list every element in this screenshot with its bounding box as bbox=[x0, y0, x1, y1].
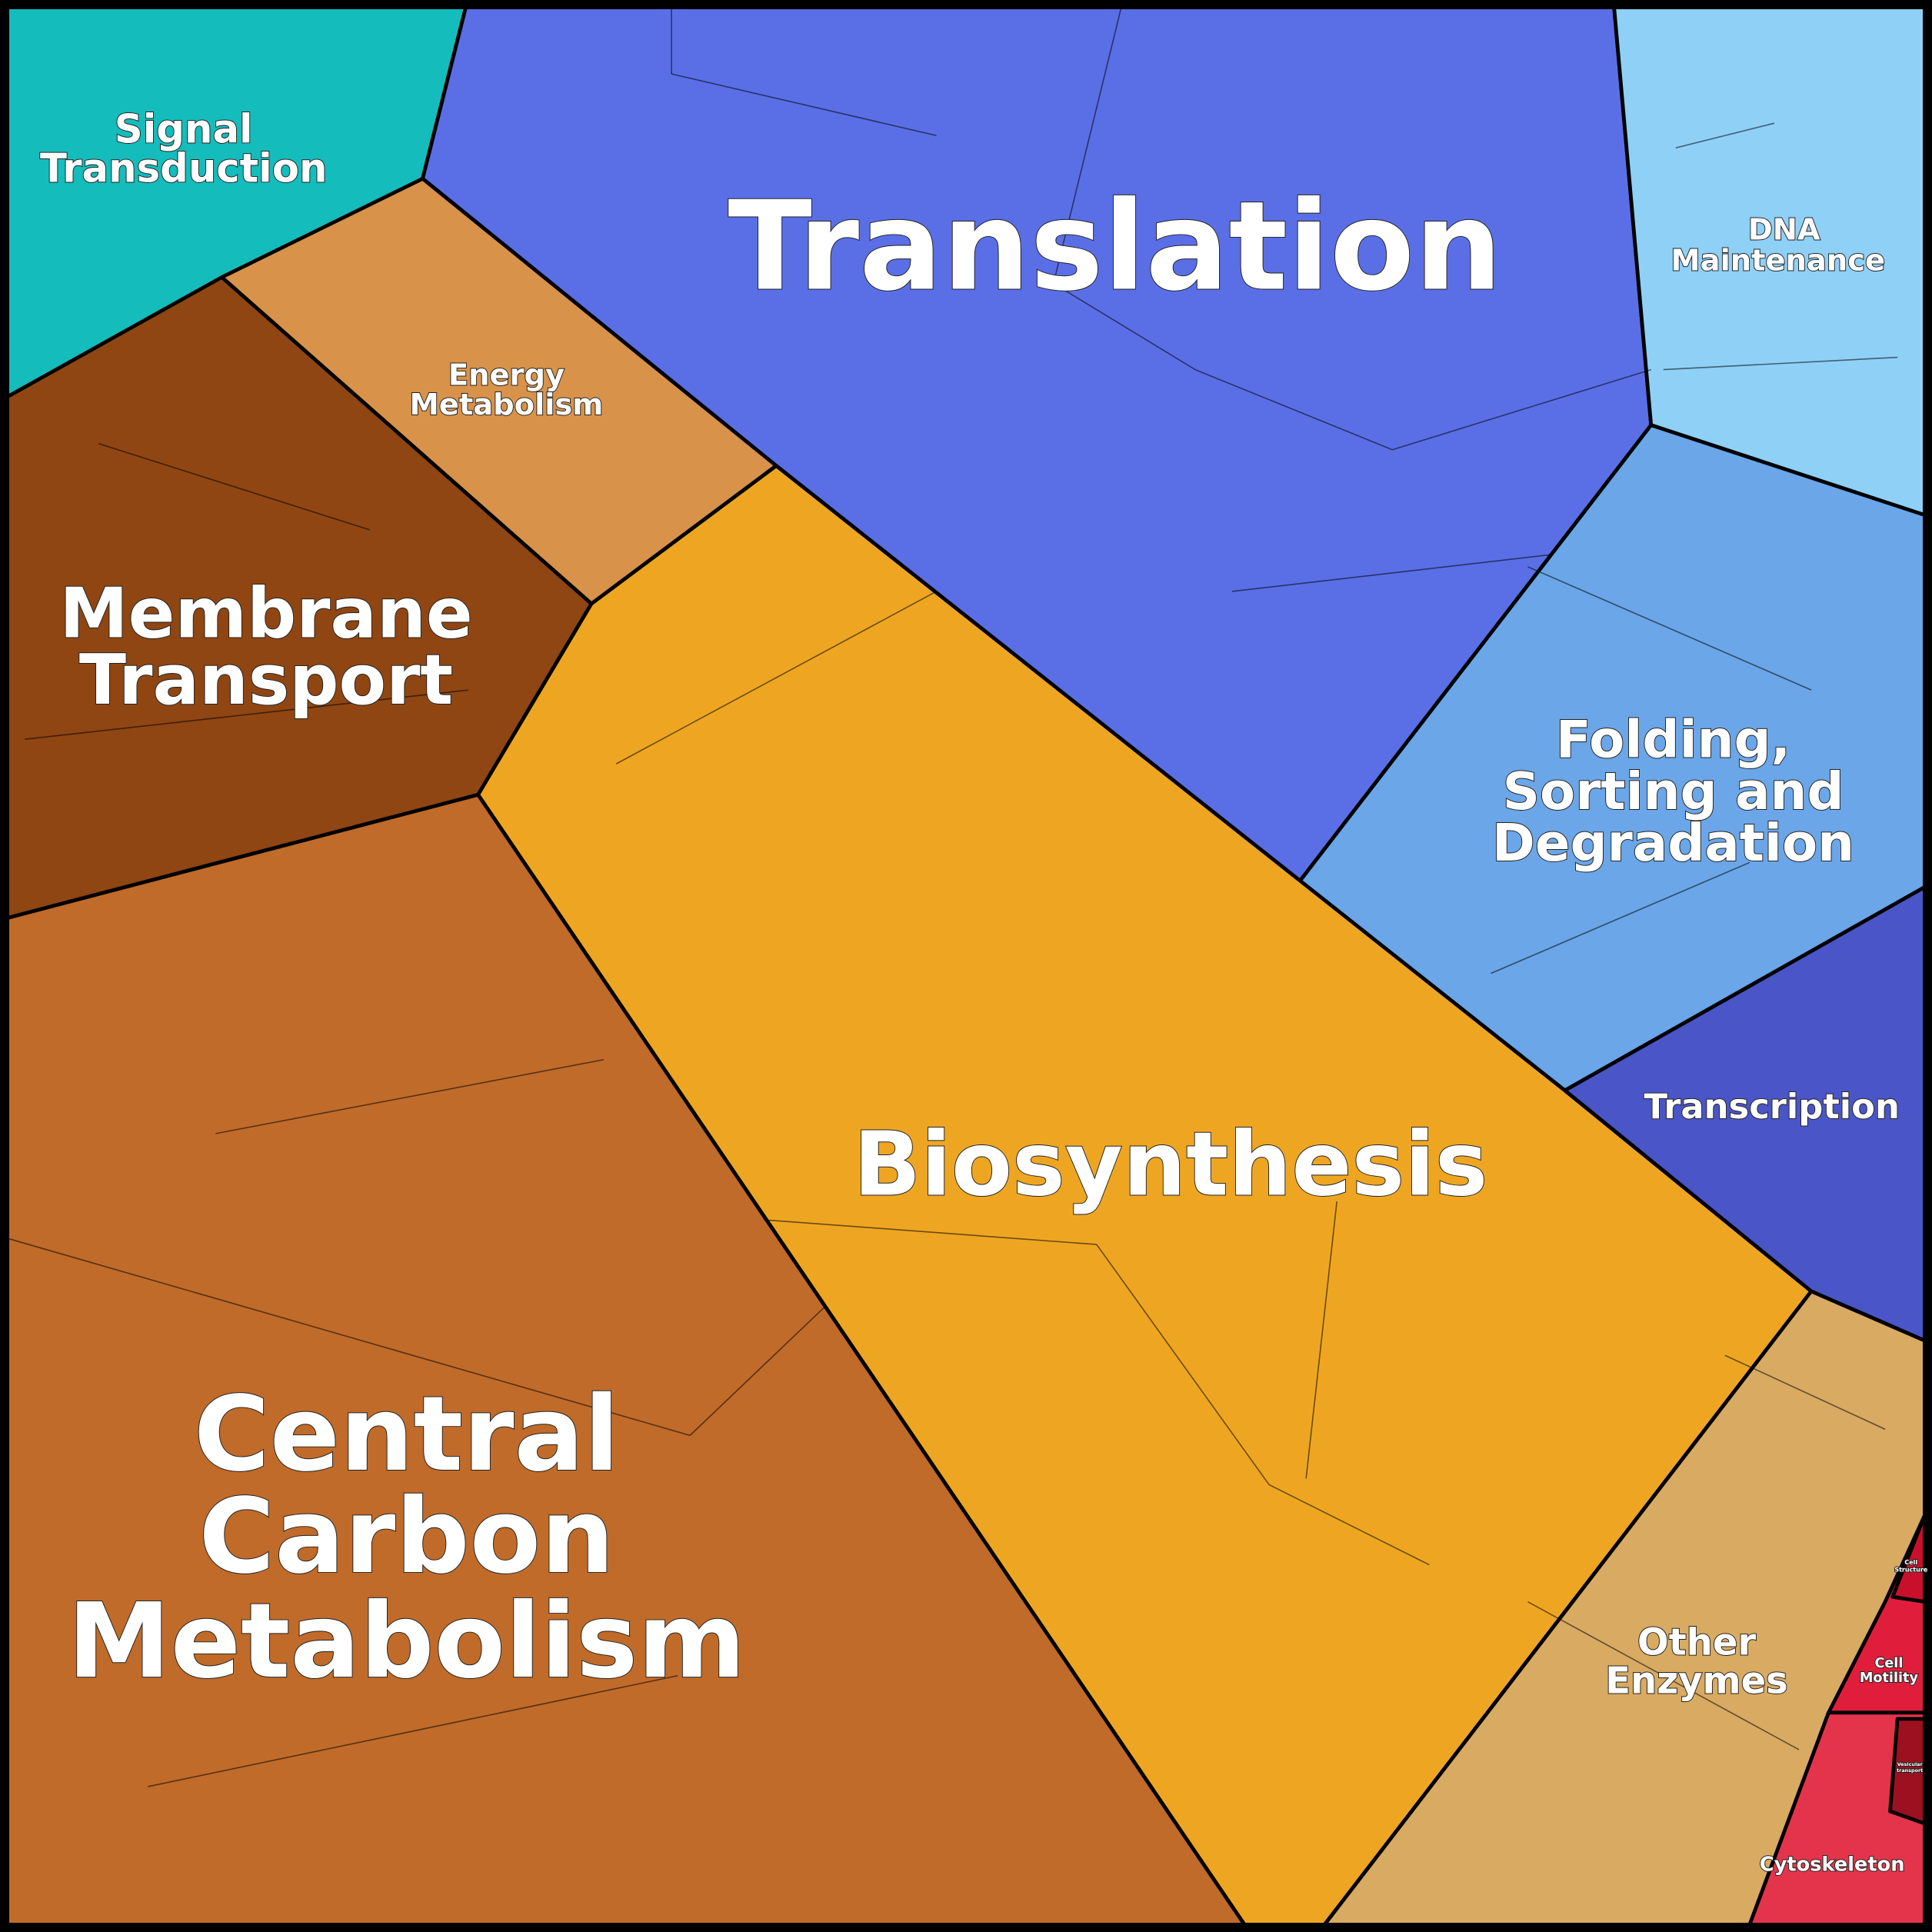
label-line: Enzymes bbox=[1605, 1659, 1788, 1702]
label-line: Energy bbox=[448, 358, 565, 393]
cell-line bbox=[1675, 122, 1775, 149]
cell-line bbox=[1527, 1601, 1800, 1750]
label-line: Metabolism bbox=[68, 1581, 746, 1701]
cell-line bbox=[24, 689, 468, 741]
label-line: Cell bbox=[1874, 1656, 1903, 1671]
label-line: Transport bbox=[79, 641, 453, 721]
label-line: DNA bbox=[1748, 213, 1820, 248]
cell-line bbox=[1392, 368, 1651, 451]
label-line: Central bbox=[194, 1374, 619, 1494]
label-line: Cell bbox=[1904, 1559, 1917, 1566]
label-line: Membrane bbox=[59, 575, 472, 655]
cell-line bbox=[1096, 1244, 1270, 1485]
label-line: Signal bbox=[115, 106, 253, 152]
labels: Signal Transduction Translation DNA Main… bbox=[39, 105, 1929, 1877]
cell-line bbox=[1663, 356, 1898, 371]
cell-line bbox=[1724, 1354, 1886, 1431]
cell-line bbox=[1194, 368, 1393, 451]
label-line: Carbon bbox=[198, 1476, 614, 1597]
cell-line bbox=[764, 1219, 1097, 1245]
label-line: transport bbox=[1897, 1767, 1923, 1774]
cell-line bbox=[148, 1674, 678, 1787]
label-line: Motility bbox=[1860, 1671, 1919, 1686]
cell-line bbox=[671, 73, 937, 137]
label-line: Structure bbox=[1894, 1566, 1927, 1573]
cell-line bbox=[1052, 7, 1122, 284]
label-line: Translation bbox=[728, 175, 1502, 318]
cell-line bbox=[1053, 282, 1196, 371]
label-line: Vesicular bbox=[1897, 1761, 1924, 1767]
label-line: Cytoskeleton bbox=[1760, 1853, 1905, 1876]
cell-line bbox=[1268, 1484, 1430, 1566]
label-line: Degradation bbox=[1492, 813, 1854, 873]
label-line: Folding, bbox=[1556, 710, 1790, 770]
cell-line bbox=[689, 1305, 826, 1436]
cell-line bbox=[1491, 861, 1750, 974]
label-line: Biosynthesis bbox=[854, 1114, 1488, 1217]
cell-line bbox=[215, 1058, 605, 1134]
cell-line bbox=[615, 591, 937, 764]
label-line: Sorting and bbox=[1503, 761, 1844, 821]
label-line: Other bbox=[1637, 1621, 1757, 1664]
cell-line bbox=[98, 442, 370, 531]
cell-line bbox=[7, 1237, 691, 1437]
label-line: Transcription bbox=[1644, 1086, 1900, 1127]
label-line: Maintenance bbox=[1671, 244, 1885, 278]
label-line: Metabolism bbox=[410, 388, 604, 422]
cell-lines bbox=[7, 7, 1898, 1787]
label-line: Transduction bbox=[40, 146, 328, 192]
cell-line bbox=[1305, 1201, 1338, 1479]
cell-line bbox=[1527, 566, 1812, 691]
cell-line bbox=[1231, 554, 1553, 592]
